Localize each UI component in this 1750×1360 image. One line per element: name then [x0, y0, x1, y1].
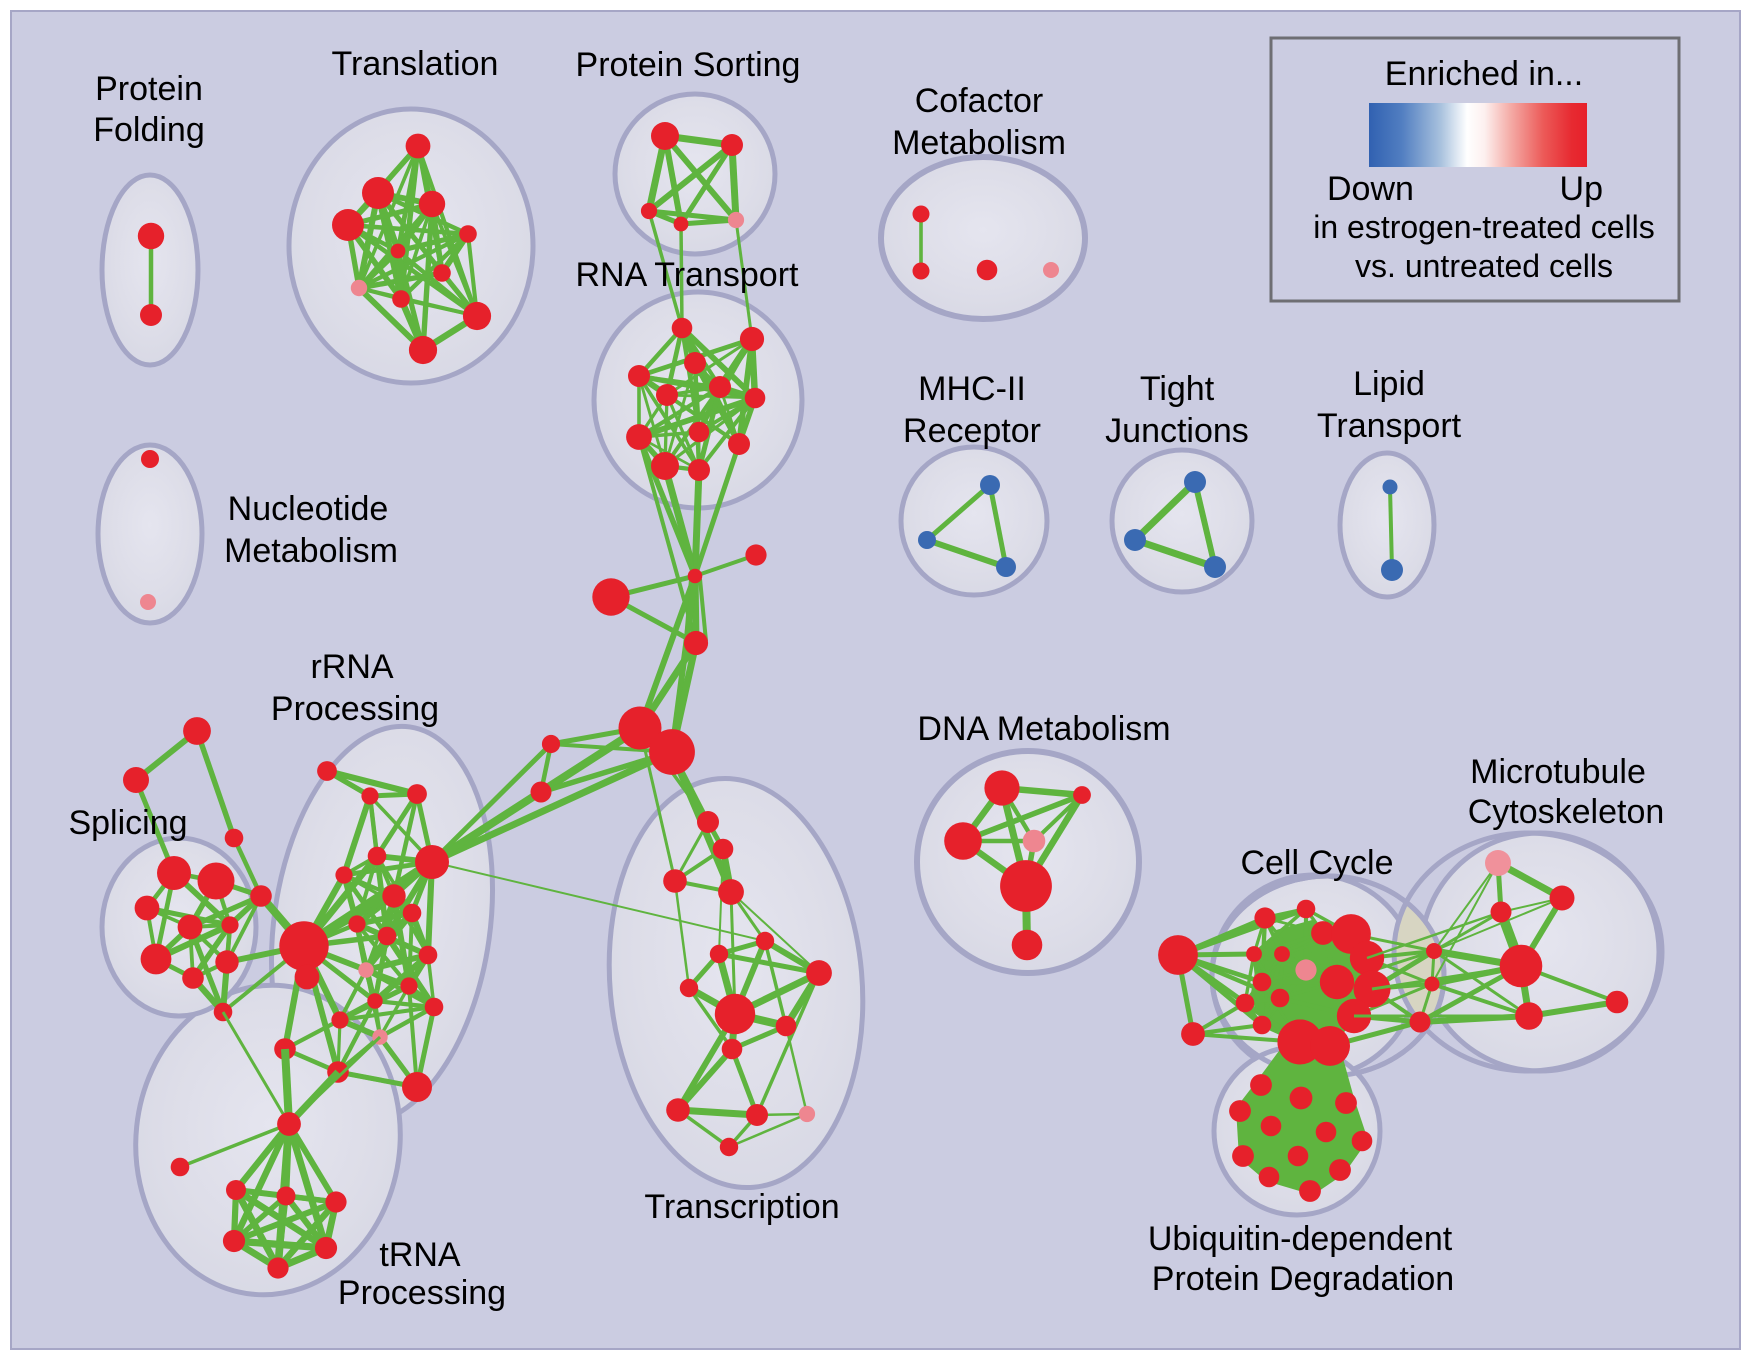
- svg-text:RNA Transport: RNA Transport: [576, 256, 800, 294]
- svg-text:Receptor: Receptor: [903, 412, 1041, 450]
- svg-text:Tight: Tight: [1140, 370, 1215, 408]
- svg-text:Processing: Processing: [271, 690, 439, 728]
- svg-text:in estrogen-treated cells: in estrogen-treated cells: [1313, 209, 1655, 245]
- svg-text:Metabolism: Metabolism: [224, 532, 398, 570]
- svg-text:vs. untreated cells: vs. untreated cells: [1355, 248, 1613, 284]
- svg-text:Splicing: Splicing: [68, 804, 187, 842]
- svg-text:tRNA: tRNA: [379, 1236, 461, 1274]
- svg-text:Up: Up: [1560, 170, 1603, 208]
- svg-text:Transcription: Transcription: [644, 1188, 839, 1226]
- svg-text:Transport: Transport: [1317, 407, 1462, 445]
- svg-text:Folding: Folding: [93, 111, 205, 149]
- svg-text:Cytoskeleton: Cytoskeleton: [1468, 793, 1665, 831]
- svg-text:DNA Metabolism: DNA Metabolism: [917, 710, 1170, 748]
- svg-text:Enriched in...: Enriched in...: [1385, 55, 1583, 93]
- svg-text:Lipid: Lipid: [1353, 365, 1425, 403]
- svg-text:Down: Down: [1327, 170, 1414, 208]
- svg-text:Protein Degradation: Protein Degradation: [1152, 1260, 1454, 1298]
- svg-text:Protein Sorting: Protein Sorting: [576, 46, 801, 84]
- svg-text:Ubiquitin-dependent: Ubiquitin-dependent: [1148, 1220, 1453, 1258]
- svg-text:Protein: Protein: [95, 70, 203, 108]
- svg-text:Nucleotide: Nucleotide: [228, 490, 389, 528]
- svg-text:rRNA: rRNA: [310, 648, 393, 686]
- svg-text:Microtubule: Microtubule: [1470, 753, 1646, 791]
- svg-text:Metabolism: Metabolism: [892, 124, 1066, 162]
- svg-text:Cell Cycle: Cell Cycle: [1240, 844, 1393, 882]
- svg-text:Processing: Processing: [338, 1274, 506, 1312]
- svg-text:MHC-II: MHC-II: [918, 370, 1026, 408]
- svg-text:Cofactor: Cofactor: [915, 82, 1044, 120]
- svg-text:Junctions: Junctions: [1105, 412, 1249, 450]
- svg-text:Translation: Translation: [332, 45, 499, 83]
